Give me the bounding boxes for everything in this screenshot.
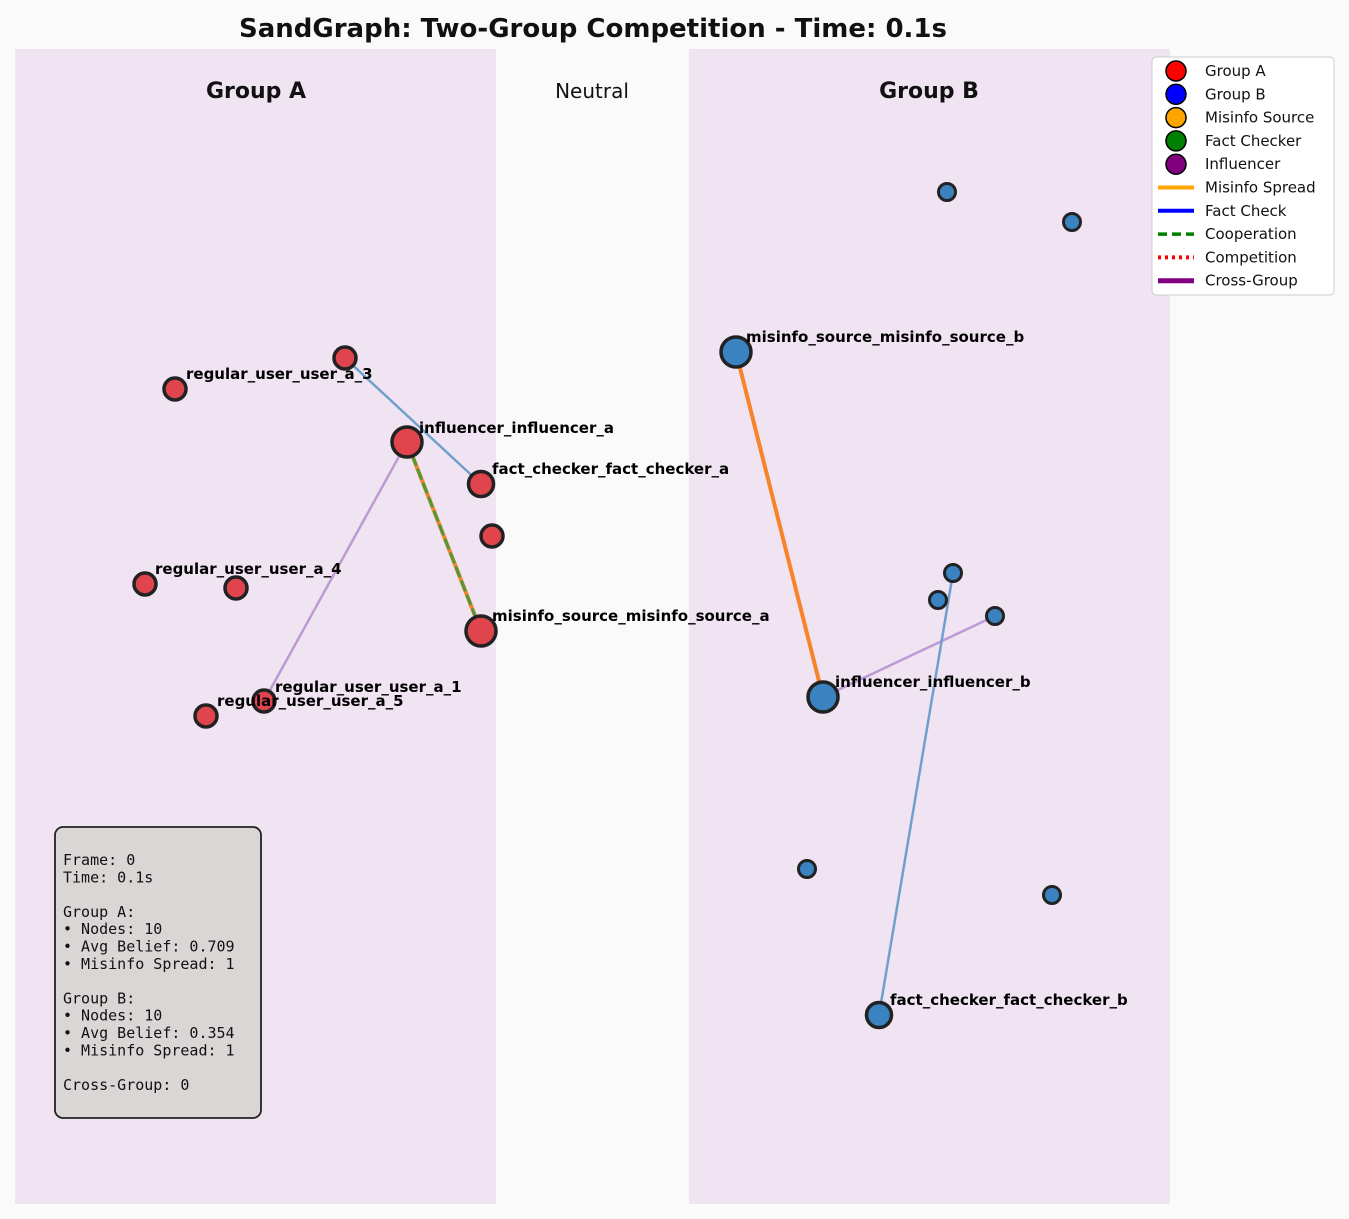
nodes-layer <box>132 182 1082 1030</box>
stats-line: • Avg Belief: 0.709 <box>63 938 235 956</box>
node-label-b_misinfo: misinfo_source_misinfo_source_b <box>746 328 1024 346</box>
stats-line: Cross-Group: 0 <box>63 1076 189 1094</box>
node-a_user5[interactable] <box>193 703 219 729</box>
node-label-b_influencer: influencer_influencer_b <box>835 673 1031 691</box>
legend-marker-circle <box>1165 106 1187 129</box>
node-a_factchecker[interactable] <box>466 469 496 499</box>
legend-label: Competition <box>1205 248 1297 266</box>
stats-line: • Avg Belief: 0.354 <box>63 1024 235 1042</box>
node-b_top2[interactable] <box>1062 212 1082 232</box>
node-b_mid1[interactable] <box>943 563 963 583</box>
legend-label: Influencer <box>1205 155 1281 173</box>
legend: Group A Group B Misinfo Source Fact Checker… <box>1151 56 1335 296</box>
node-b_mid2[interactable] <box>928 590 948 610</box>
edge-crossgroup-a_influencer-a_user1 <box>262 440 409 703</box>
legend-box <box>1151 56 1335 296</box>
stats-box-background <box>54 826 262 1119</box>
legend-label: Fact Checker <box>1205 132 1302 150</box>
neutral-title: Neutral <box>555 79 629 103</box>
stats-line: Group A: <box>63 903 135 921</box>
node-a_influencer[interactable] <box>390 425 424 459</box>
edges-layer <box>262 350 997 1017</box>
edge-factcheck-a_user3-a_factchecker <box>343 356 483 486</box>
stats-line: • Nodes: 10 <box>63 1007 162 1025</box>
legend-marker-circle <box>1165 60 1187 82</box>
node-b_influencer[interactable] <box>806 680 840 714</box>
stats-line: • Misinfo Spread: 1 <box>63 955 235 973</box>
legend-marker-circle <box>1165 130 1187 152</box>
node-a_user3[interactable] <box>332 345 358 371</box>
edge-factcheck-b_mid1-b_factchecker <box>877 571 955 1017</box>
node-label-a_lbl_user3: regular_user_user_a_3 <box>186 365 373 383</box>
node-a_lbl_user3[interactable] <box>162 376 188 402</box>
group-a-title: Group A <box>206 79 306 104</box>
legend-label: Group A <box>1205 62 1266 80</box>
legend-label: Cooperation <box>1205 225 1297 243</box>
legend-items: Group A Group B Misinfo Source Fact Checker… <box>1158 60 1316 290</box>
node-b_low2[interactable] <box>1042 885 1062 905</box>
node-b_factchecker[interactable] <box>864 1000 894 1030</box>
group-b-region <box>689 49 1170 1204</box>
node-label-a_user5: regular_user_user_a_5 <box>217 692 404 710</box>
diagram-title: SandGraph: Two-Group Competition - Time:… <box>239 14 947 44</box>
node-label-a_influencer: influencer_influencer_a <box>419 419 614 437</box>
node-a_plain[interactable] <box>479 523 505 549</box>
node-b_top1[interactable] <box>937 182 957 202</box>
node-a_user4[interactable] <box>132 571 158 597</box>
legend-label: Misinfo Spread <box>1205 179 1316 197</box>
node-a_user4b[interactable] <box>223 575 249 601</box>
node-label-a_user4: regular_user_user_a_4 <box>155 560 342 578</box>
node-label-b_factchecker: fact_checker_fact_checker_b <box>890 991 1128 1009</box>
node-label-a_misinfo: misinfo_source_misinfo_source_a <box>492 607 770 625</box>
legend-marker-circle <box>1165 153 1187 175</box>
node-b_low1[interactable] <box>797 859 817 879</box>
node-b_mid3[interactable] <box>985 606 1005 626</box>
node-label-a_factchecker: fact_checker_fact_checker_a <box>492 460 729 478</box>
node-b_misinfo[interactable] <box>719 335 753 369</box>
edge-misinfo-b_misinfo-b_influencer <box>734 350 825 699</box>
group-b-title: Group B <box>879 79 979 104</box>
node-label-a_user1: regular_user_user_a_1 <box>275 678 462 696</box>
stats-line: • Nodes: 10 <box>63 920 162 938</box>
node-a_misinfo[interactable] <box>464 614 498 648</box>
stats-line: Time: 0.1s <box>63 868 153 886</box>
labels-layer: regular_user_user_a_3 influencer_influenc… <box>155 328 1128 1009</box>
node-a_user1[interactable] <box>251 688 277 714</box>
stats-line: • Misinfo Spread: 1 <box>63 1041 235 1059</box>
stats-line: Frame: 0 <box>63 851 135 869</box>
legend-label: Cross-Group <box>1205 272 1298 290</box>
edge-cooperation-a_influencer-a_misinfo <box>405 440 483 633</box>
edge-crossgroup-b_influencer-b_mid3 <box>821 614 997 699</box>
stats-line: Group B: <box>63 989 135 1007</box>
legend-marker-circle <box>1165 83 1187 106</box>
legend-label: Fact Check <box>1205 202 1287 220</box>
legend-label: Misinfo Source <box>1205 109 1314 127</box>
legend-label: Group B <box>1205 85 1266 103</box>
